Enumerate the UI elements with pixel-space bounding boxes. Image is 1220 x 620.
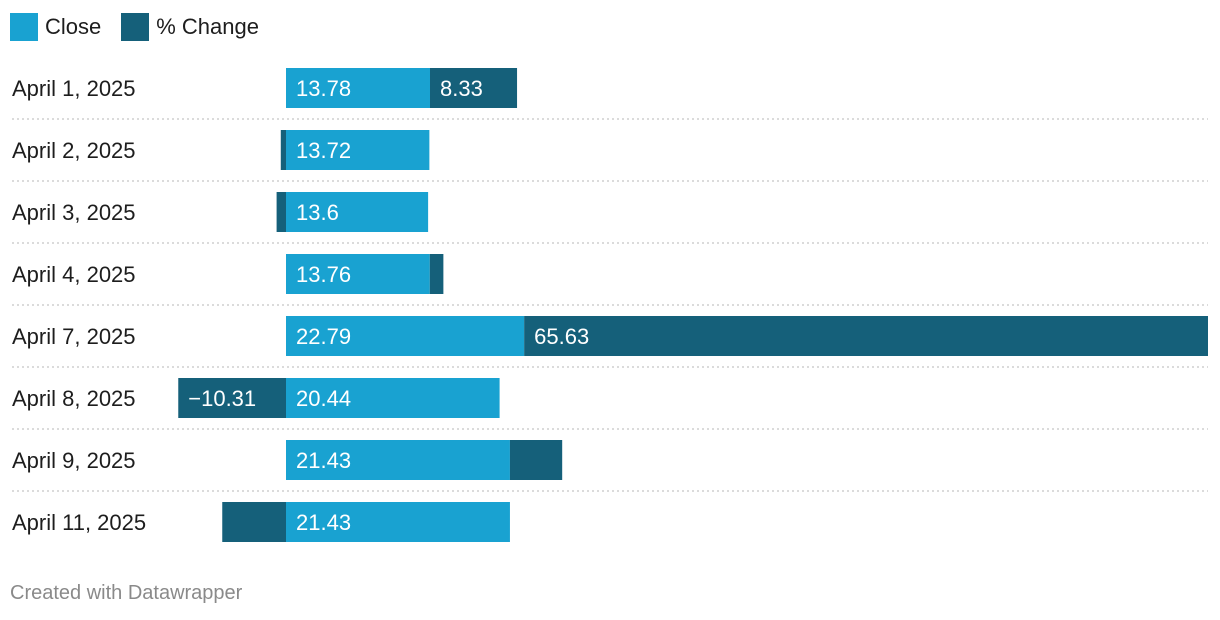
data-label-close: 13.6 [296,200,339,225]
bar-close [286,378,500,418]
category-label: April 2, 2025 [12,138,136,163]
data-label-close: 13.76 [296,262,351,287]
bar-pct-change [280,130,286,170]
bar-close [286,502,510,542]
legend-label-close: Close [45,14,102,39]
legend-item-pct-change: % Change [121,13,259,41]
legend-item-close: Close [10,13,101,41]
bar-pct-change [509,440,563,480]
category-label: April 7, 2025 [12,324,136,349]
data-label-close: 20.44 [296,386,351,411]
bar-pct-change [524,316,1208,356]
data-label-pct-change: 8.33 [440,76,483,101]
legend: Close % Change [10,12,279,42]
bar-pct-change [429,254,444,294]
legend-label-pct-change: % Change [156,14,259,39]
legend-swatch-close [10,13,38,41]
bar-close [286,192,429,232]
data-label-close: 21.43 [296,448,351,473]
category-label: April 3, 2025 [12,200,136,225]
bar-close [286,68,431,108]
bar-pct-change [222,502,286,542]
category-label: April 8, 2025 [12,386,136,411]
category-label: April 4, 2025 [12,262,136,287]
bar-pct-change [178,378,286,418]
data-label-close: 21.43 [296,510,351,535]
bar-close [286,130,430,170]
category-label: April 1, 2025 [12,76,136,101]
bar-pct-change [430,68,518,108]
bar-close [286,254,430,294]
data-label-pct-change: 65.63 [534,324,589,349]
bar-close [286,316,525,356]
data-label-close: 22.79 [296,324,351,349]
bar-close [286,440,510,480]
footer-credit: Created with Datawrapper [10,582,243,604]
category-label: April 11, 2025 [12,510,146,535]
data-label-close: 13.72 [296,138,351,163]
category-label: April 9, 2025 [12,448,136,473]
data-label-close: 13.78 [296,76,351,101]
data-label-pct-change: −10.31 [188,386,256,411]
legend-swatch-pct-change [121,13,150,41]
bar-pct-change [276,192,286,232]
